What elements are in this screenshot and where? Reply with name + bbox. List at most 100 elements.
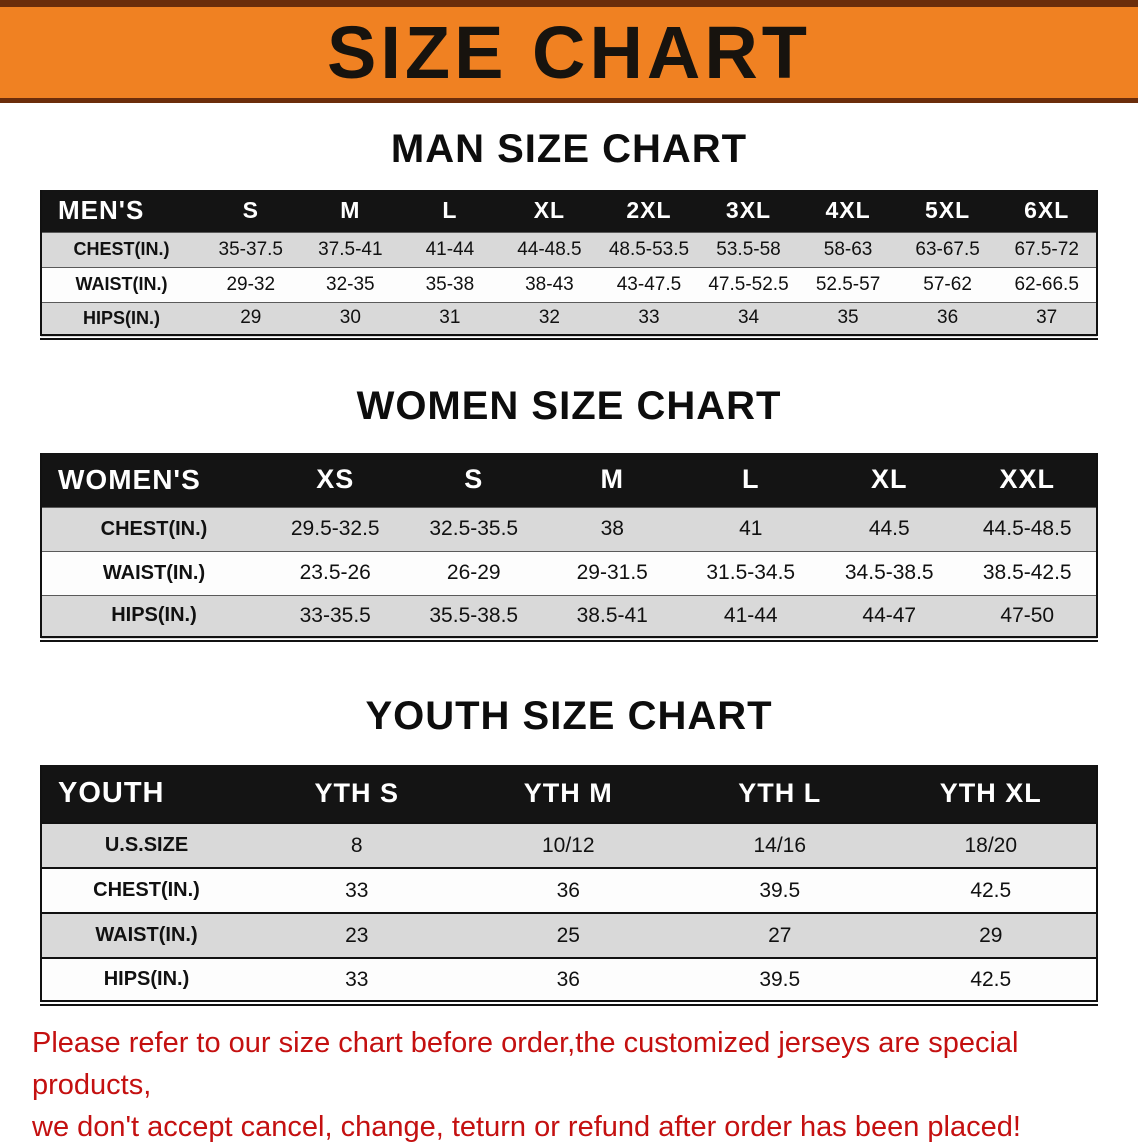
row-label: HIPS(IN.)	[41, 301, 201, 337]
table-row: HIPS(IN.) 33-35.5 35.5-38.5 38.5-41 41-44 44-…	[41, 594, 1097, 639]
row-label: HIPS(IN.)	[41, 594, 266, 639]
column-header: M	[300, 190, 401, 232]
size-cell: 31	[400, 301, 500, 337]
size-cell: 33	[599, 301, 699, 337]
row-label: CHEST(IN.)	[41, 506, 266, 551]
size-cell: 10/12	[462, 822, 674, 868]
size-cell: 48.5-53.5	[599, 231, 699, 267]
size-cell: 35-37.5	[201, 231, 301, 267]
header-row: WOMEN'S XS S M L XL XXL	[41, 453, 1097, 507]
size-cell: 29-31.5	[543, 550, 682, 595]
size-cell: 47-50	[958, 594, 1097, 639]
table-title-cell: YOUTH	[41, 765, 251, 823]
disclaimer-line-2: we don't accept cancel, change, teturn o…	[32, 1111, 1021, 1144]
size-cell: 33	[251, 867, 463, 913]
column-header: YTH XL	[885, 765, 1097, 823]
size-cell: 26-29	[404, 550, 543, 595]
women-size-table: WOMEN'S XS S M L XL XXL CHEST(IN.) 29.5-32.5 32.5…	[40, 453, 1098, 642]
youth-section: YOUTH SIZE CHART YOUTH YTH S YTH M YTH L YTH…	[0, 694, 1138, 1006]
size-cell: 63-67.5	[897, 231, 998, 267]
column-header: 3XL	[698, 190, 799, 232]
row-label: WAIST(IN.)	[41, 550, 266, 595]
size-cell: 29.5-32.5	[266, 506, 405, 551]
size-cell: 18/20	[885, 822, 1097, 868]
size-cell: 25	[462, 912, 674, 958]
size-cell: 58-63	[798, 231, 898, 267]
table-row: CHEST(IN.) 33 36 39.5 42.5	[41, 867, 1097, 913]
column-header: S	[201, 190, 301, 232]
size-cell: 44-47	[820, 594, 959, 639]
size-cell: 52.5-57	[798, 266, 898, 302]
women-section: WOMEN SIZE CHART WOMEN'S XS S M L XL XXL CHEST(…	[0, 384, 1138, 642]
size-cell: 62-66.5	[997, 266, 1097, 302]
size-cell: 34.5-38.5	[820, 550, 959, 595]
size-cell: 53.5-58	[698, 231, 799, 267]
men-size-table: MEN'S S M L XL 2XL 3XL 4XL 5XL 6XL CHEST(IN.) 35-37…	[40, 190, 1098, 340]
column-header: 2XL	[599, 190, 699, 232]
column-header: 4XL	[798, 190, 898, 232]
size-cell: 41-44	[400, 231, 500, 267]
youth-section-heading: YOUTH SIZE CHART	[365, 694, 773, 738]
size-cell: 38	[543, 506, 682, 551]
header-row: YOUTH YTH S YTH M YTH L YTH XL	[41, 765, 1097, 823]
size-cell: 41-44	[681, 594, 820, 639]
size-cell: 33	[251, 957, 463, 1003]
size-cell: 32	[499, 301, 600, 337]
size-chart-banner: SIZE CHART	[0, 0, 1138, 103]
size-cell: 42.5	[885, 957, 1097, 1003]
table-title-cell: MEN'S	[41, 190, 201, 232]
row-label: WAIST(IN.)	[41, 912, 251, 958]
size-cell: 36	[897, 301, 998, 337]
size-cell: 35	[798, 301, 898, 337]
size-cell: 41	[681, 506, 820, 551]
row-label: HIPS(IN.)	[41, 957, 251, 1003]
disclaimer-line-1: Please refer to our size chart before or…	[32, 1027, 1019, 1102]
banner-title: SIZE CHART	[327, 10, 811, 94]
size-cell: 31.5-34.5	[681, 550, 820, 595]
size-cell: 44-48.5	[499, 231, 600, 267]
row-label: CHEST(IN.)	[41, 867, 251, 913]
size-cell: 38-43	[499, 266, 600, 302]
size-cell: 39.5	[674, 957, 886, 1003]
women-section-heading: WOMEN SIZE CHART	[356, 384, 782, 428]
size-cell: 37	[997, 301, 1097, 337]
column-header: S	[404, 453, 543, 507]
size-cell: 32.5-35.5	[404, 506, 543, 551]
column-header: XL	[499, 190, 600, 232]
column-header: YTH S	[251, 765, 463, 823]
disclaimer: Please refer to our size chart before or…	[0, 1022, 1138, 1148]
table-title-cell: WOMEN'S	[41, 453, 266, 507]
size-cell: 29-32	[201, 266, 301, 302]
size-cell: 29	[885, 912, 1097, 958]
size-cell: 34	[698, 301, 799, 337]
table-row: CHEST(IN.) 35-37.5 37.5-41 41-44 44-48.5 48.5…	[41, 231, 1097, 267]
column-header: XS	[266, 453, 405, 507]
size-cell: 44.5	[820, 506, 959, 551]
size-cell: 36	[462, 957, 674, 1003]
youth-size-table: YOUTH YTH S YTH M YTH L YTH XL U.S.SIZE 8 10/12…	[40, 765, 1098, 1006]
men-section-heading: MAN SIZE CHART	[390, 127, 748, 171]
size-cell: 67.5-72	[997, 231, 1097, 267]
size-cell: 42.5	[885, 867, 1097, 913]
table-row: CHEST(IN.) 29.5-32.5 32.5-35.5 38 41 44.5 44.5…	[41, 506, 1097, 551]
table-row: U.S.SIZE 8 10/12 14/16 18/20	[41, 822, 1097, 868]
size-cell: 37.5-41	[300, 231, 401, 267]
column-header: M	[543, 453, 682, 507]
size-cell: 27	[674, 912, 886, 958]
size-cell: 35.5-38.5	[404, 594, 543, 639]
size-cell: 57-62	[897, 266, 998, 302]
column-header: 5XL	[897, 190, 998, 232]
size-cell: 14/16	[674, 822, 886, 868]
size-cell: 29	[201, 301, 301, 337]
size-cell: 35-38	[400, 266, 500, 302]
size-cell: 23.5-26	[266, 550, 405, 595]
column-header: L	[681, 453, 820, 507]
size-cell: 8	[251, 822, 463, 868]
size-cell: 36	[462, 867, 674, 913]
size-cell: 43-47.5	[599, 266, 699, 302]
row-label: CHEST(IN.)	[41, 231, 201, 267]
table-row: WAIST(IN.) 23.5-26 26-29 29-31.5 31.5-34.5 34…	[41, 550, 1097, 595]
size-cell: 33-35.5	[266, 594, 405, 639]
column-header: YTH M	[462, 765, 674, 823]
row-label: WAIST(IN.)	[41, 266, 201, 302]
